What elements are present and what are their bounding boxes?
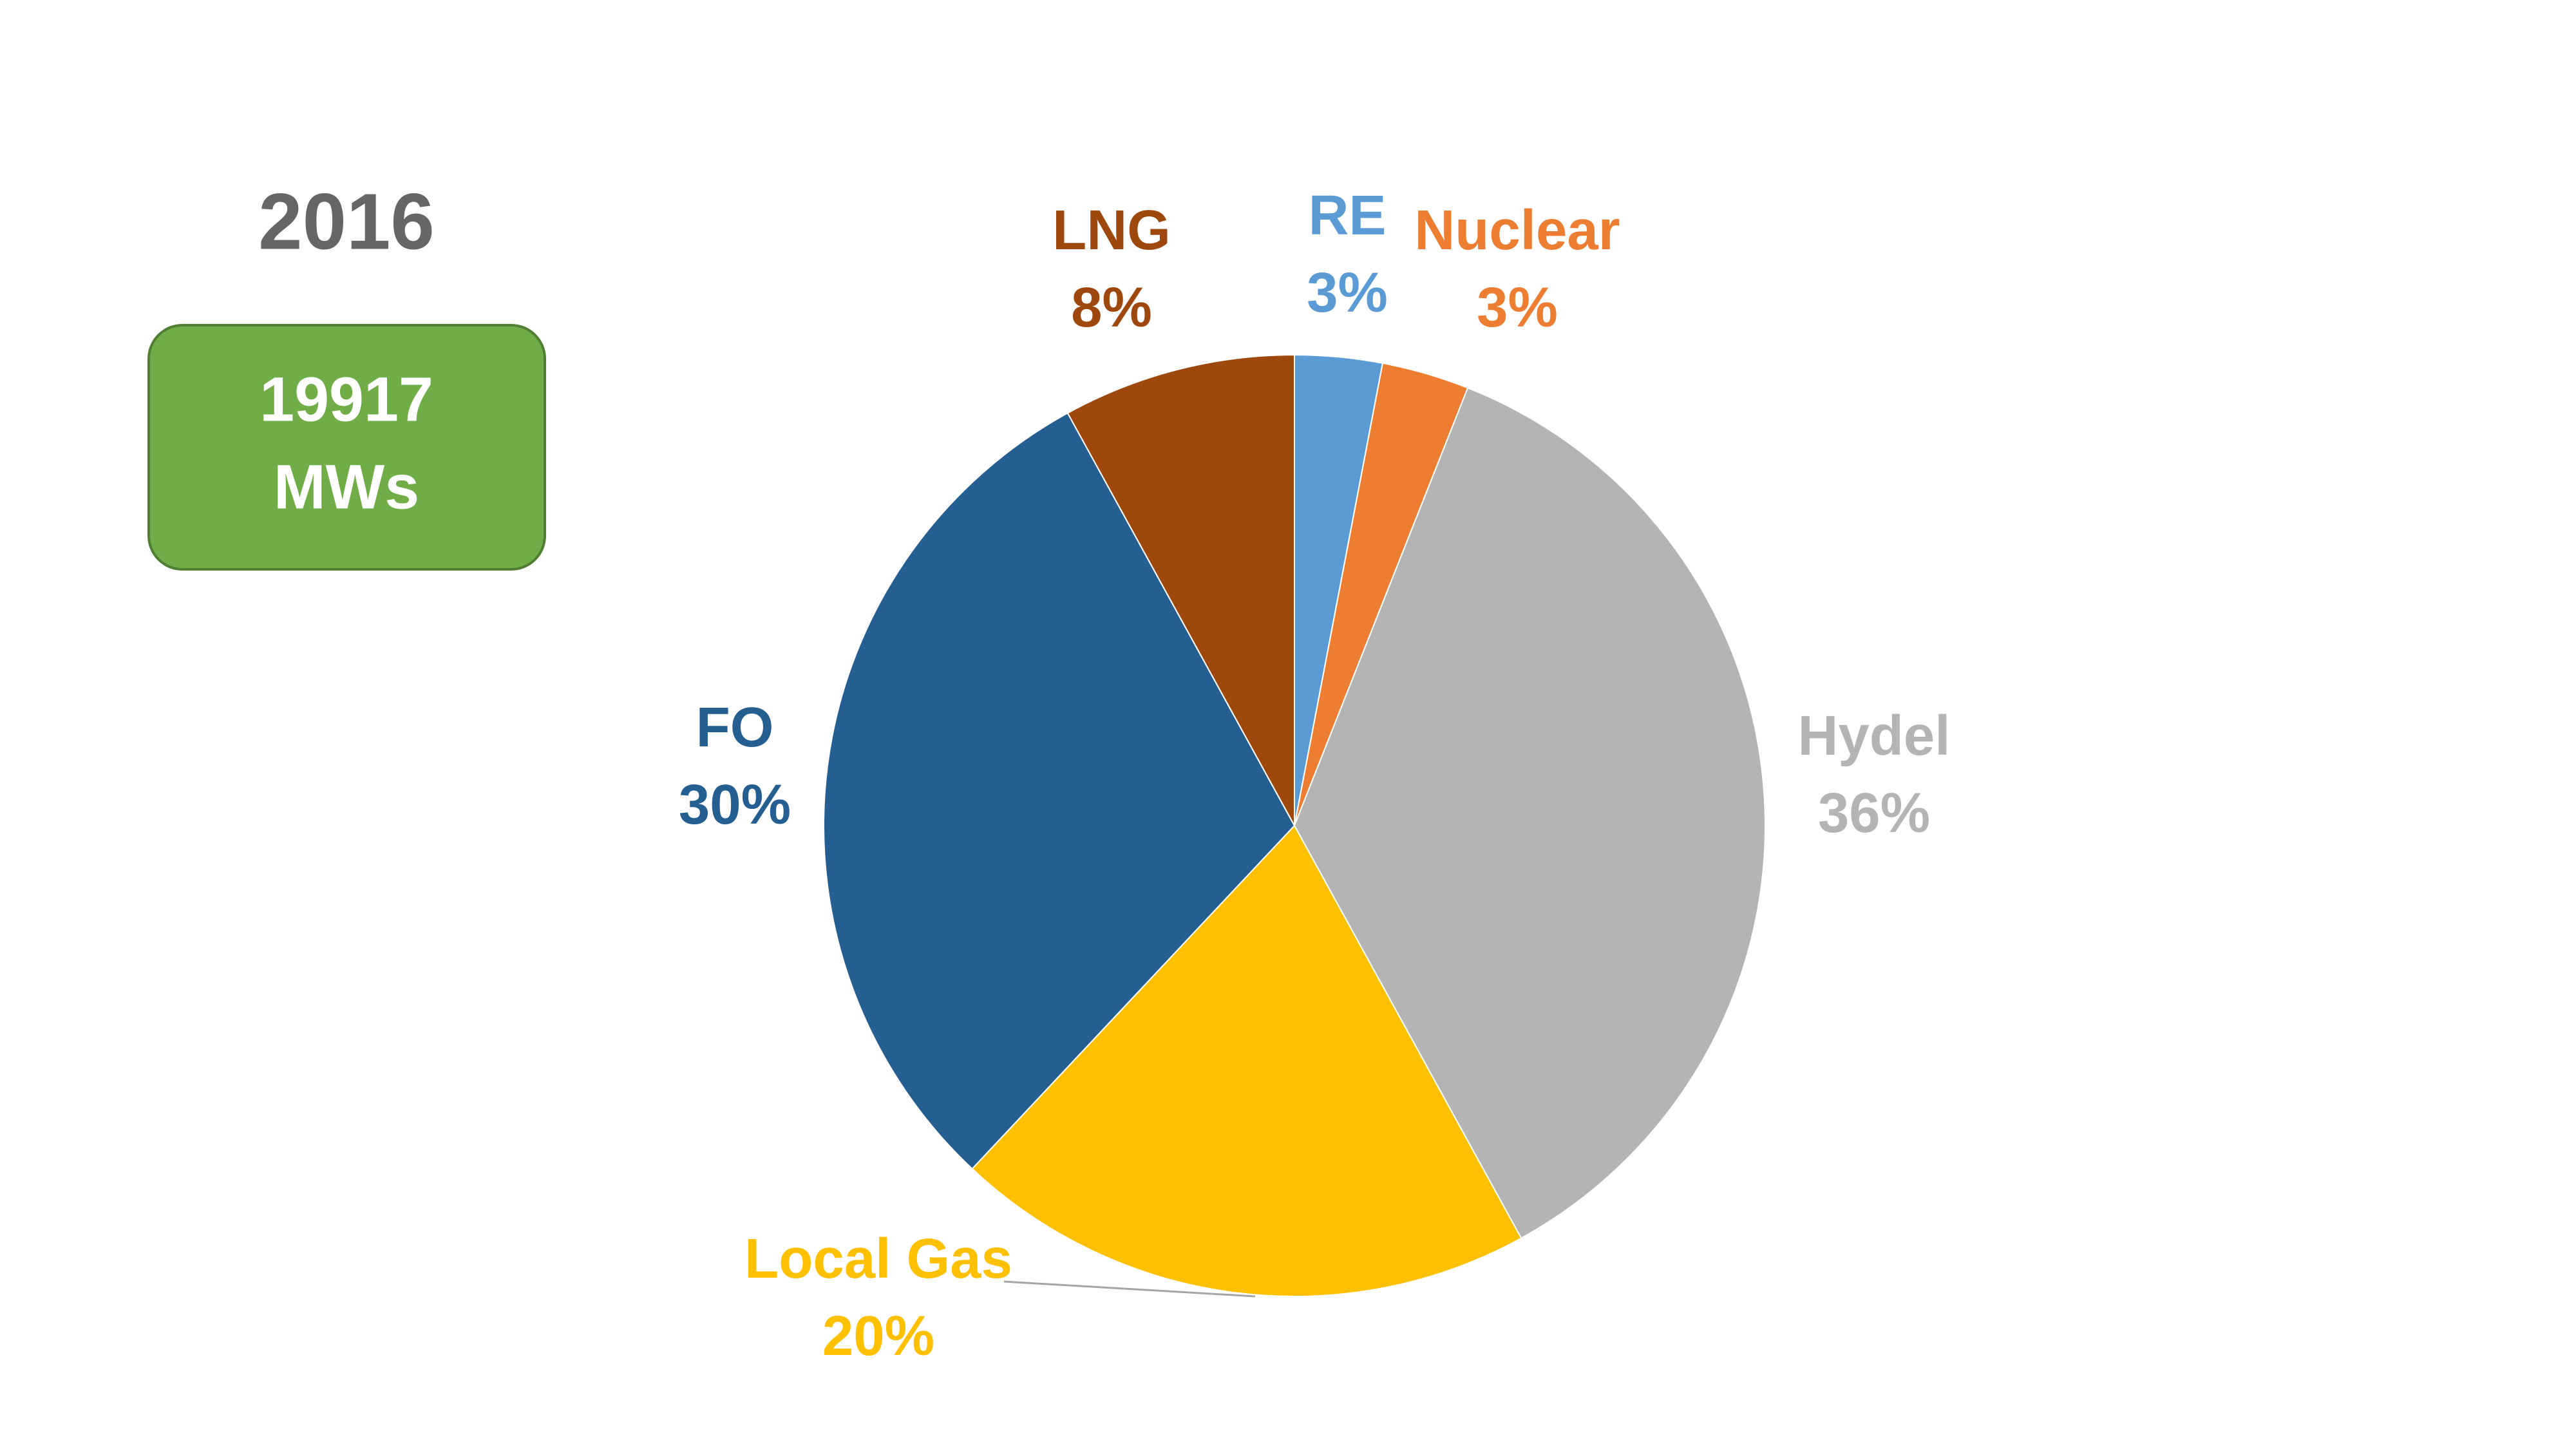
slice-value: 36% xyxy=(1818,782,1930,844)
pie-slice xyxy=(1293,387,1766,1239)
pie-slice xyxy=(823,412,1296,1170)
badge-unit: MWs xyxy=(274,452,419,522)
slice-label: RE xyxy=(1309,184,1387,247)
slice-label: Local Gas xyxy=(744,1227,1012,1290)
total-badge xyxy=(147,324,546,571)
slice-label: Nuclear xyxy=(1414,199,1620,261)
pie-slice xyxy=(971,824,1522,1297)
slice-label: Hydel xyxy=(1798,705,1951,767)
slice-value: 20% xyxy=(822,1305,934,1367)
pie-slice xyxy=(1066,354,1295,826)
slice-value: 3% xyxy=(1307,261,1388,324)
slice-label: LNG xyxy=(1052,199,1171,261)
year-title: 2016 xyxy=(258,178,435,266)
slice-value: 3% xyxy=(1477,276,1558,339)
badge-value: 19917 xyxy=(260,365,433,435)
slice-label: FO xyxy=(696,696,774,759)
slice-value: 8% xyxy=(1071,276,1152,339)
leader-line xyxy=(1003,1280,1256,1298)
slice-value: 30% xyxy=(679,773,791,836)
